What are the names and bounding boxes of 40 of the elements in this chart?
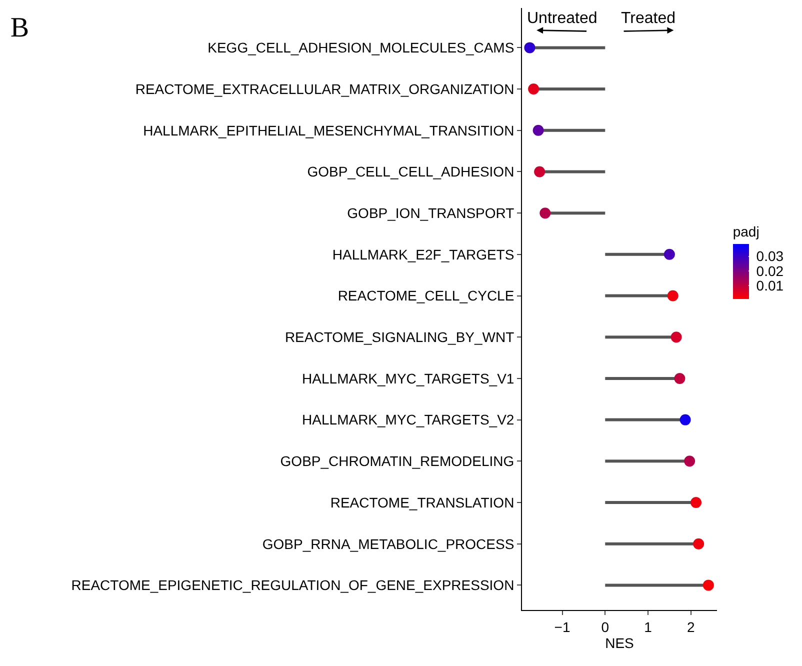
point xyxy=(702,580,714,591)
y-tick-label: REACTOME_SIGNALING_BY_WNT xyxy=(284,329,515,346)
point xyxy=(680,414,691,426)
y-tick-label: HALLMARK_MYC_TARGETS_V1 xyxy=(302,370,514,386)
x-tick-label: 1 xyxy=(644,618,652,635)
x-tick-label: 2 xyxy=(686,618,695,635)
point xyxy=(670,332,682,343)
y-tick-label: GOBP_CELL_CELL_ADHESION xyxy=(307,164,514,180)
x-tick-label: 0 xyxy=(601,618,610,635)
y-tick-label: GOBP_RRNA_METABOLIC_PROCESS xyxy=(262,536,514,552)
point xyxy=(693,538,704,550)
y-tick-label: KEGG_CELL_ADHESION_MOLECULES_CAMS xyxy=(208,40,514,56)
color-bar-label: 0.02 xyxy=(756,262,784,279)
annotation: Untreated xyxy=(527,10,598,27)
y-tick-label: REACTOME_CELL_CYCLE xyxy=(338,288,514,304)
y-tick-label: REACTOME_EXTRACELLULAR_MATRIX_ORGANIZATION xyxy=(135,80,514,97)
point xyxy=(540,208,551,219)
y-tick-label: HALLMARK_E2F_TARGETS xyxy=(332,246,514,262)
color-bar-label: 0.03 xyxy=(756,248,784,264)
y-tick-label: HALLMARK_MYC_TARGETS_V2 xyxy=(302,412,514,428)
text: B xyxy=(10,12,30,44)
y-tick-label: GOBP_CHROMATIN_REMODELING xyxy=(280,453,514,470)
y-tick-label: REACTOME_TRANSLATION xyxy=(330,494,514,510)
point xyxy=(524,42,536,54)
point xyxy=(690,497,702,508)
y-tick-label: REACTOME_EPIGENETIC_REGULATION_OF_GENE_EXPRESSION xyxy=(71,577,514,594)
y-tick-label: HALLMARK_EPITHELIAL_MESENCHYMAL_TRANSITION xyxy=(143,122,514,138)
annotation: Treated xyxy=(621,10,676,27)
color-bar-title: padj xyxy=(732,223,760,240)
point xyxy=(532,124,544,136)
y-tick-label: GOBP_ION_TRANSPORT xyxy=(347,204,515,221)
point xyxy=(674,372,686,384)
x-axis-title: NES xyxy=(605,634,634,651)
point xyxy=(684,456,696,467)
color-bar-label: 0.01 xyxy=(756,278,784,294)
point xyxy=(664,248,675,260)
point xyxy=(667,290,678,302)
point xyxy=(528,84,540,95)
point xyxy=(534,166,546,178)
x-tick-label: −1 xyxy=(554,618,570,635)
